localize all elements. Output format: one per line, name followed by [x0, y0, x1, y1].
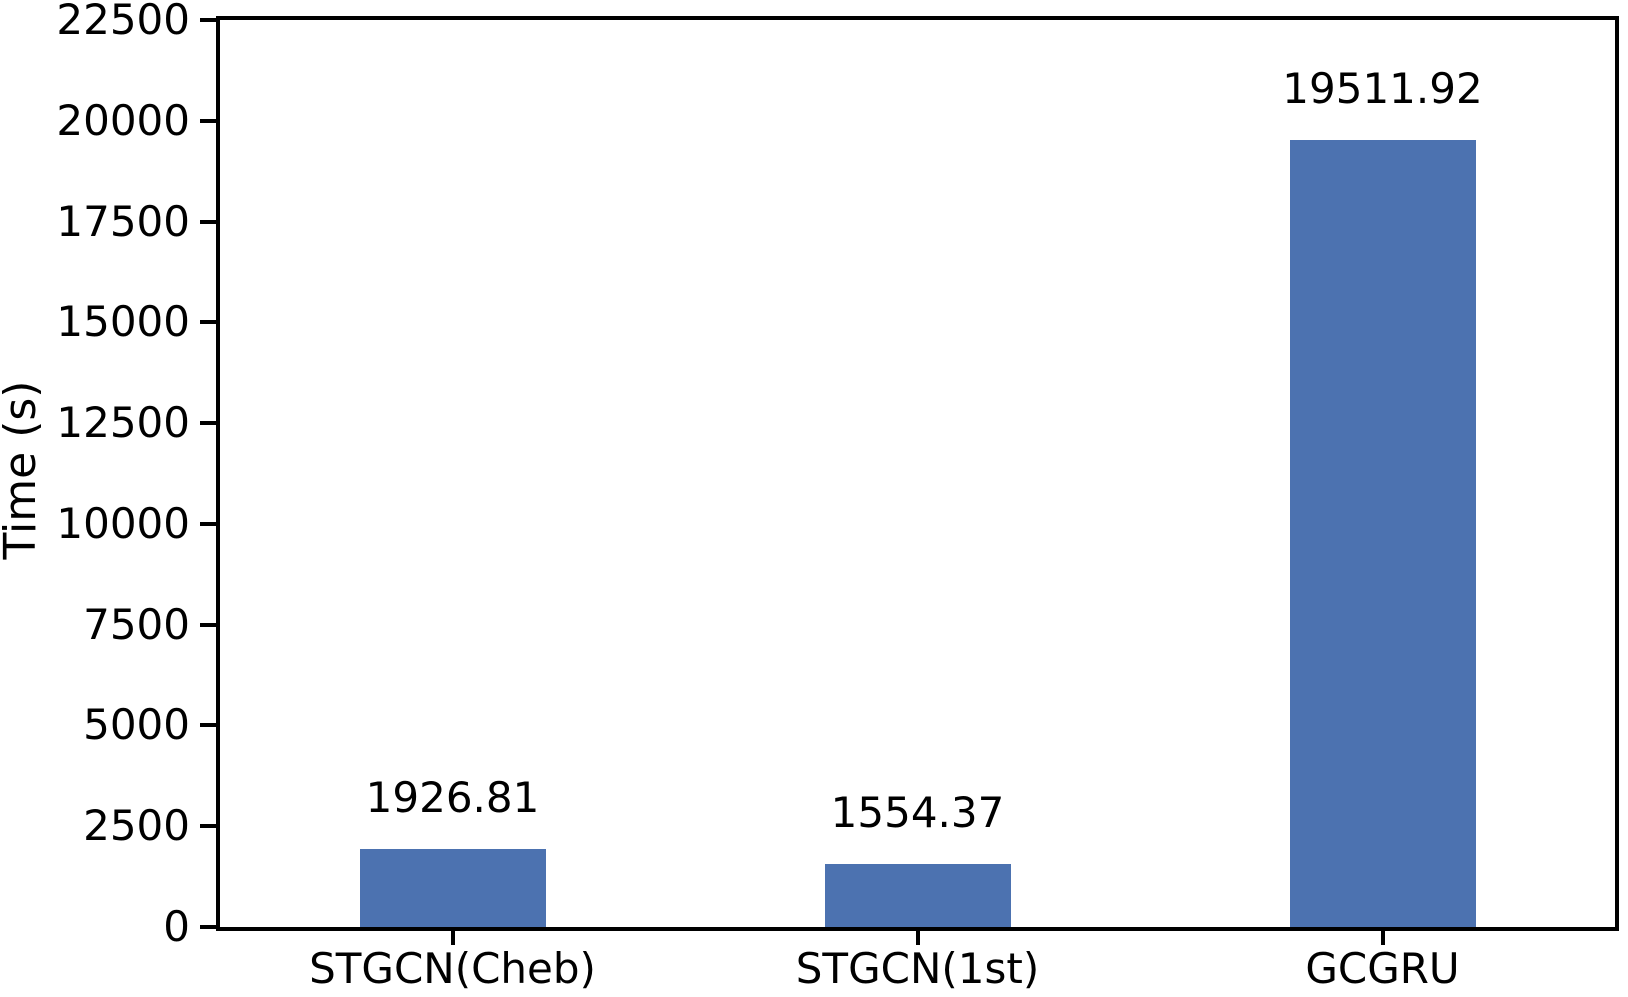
bar-stgcn-cheb — [359, 849, 546, 927]
y-tick-mark — [200, 421, 216, 426]
plot-area — [216, 16, 1619, 931]
y-tick-label: 17500 — [56, 196, 190, 246]
y-tick-mark — [200, 320, 216, 325]
y-tick-label: 15000 — [56, 297, 190, 347]
y-tick-mark — [200, 521, 216, 526]
y-tick-mark — [200, 925, 216, 929]
x-tick-label-stgcn-1st: STGCN(1st) — [795, 944, 1040, 993]
bar-value-label-stgcn-1st: 1554.37 — [830, 788, 1005, 838]
y-tick-mark — [200, 219, 216, 224]
y-tick-mark — [200, 18, 216, 22]
x-tick-mark — [450, 931, 455, 945]
y-tick-mark — [200, 723, 216, 728]
y-tick-label: 7500 — [83, 599, 190, 649]
x-tick-label-stgcn-cheb: STGCN(Cheb) — [309, 944, 596, 993]
y-tick-label: 2500 — [83, 801, 190, 851]
y-tick-label: 5000 — [83, 700, 190, 750]
x-tick-mark — [915, 931, 920, 945]
bar-gcgru — [1289, 140, 1476, 927]
y-tick-label: 22500 — [56, 0, 190, 44]
x-tick-label-gcgru: GCGRU — [1305, 944, 1460, 993]
y-tick-label: 0 — [163, 902, 190, 951]
bar-value-label-gcgru: 19511.92 — [1282, 64, 1483, 114]
y-tick-label: 12500 — [56, 398, 190, 448]
y-tick-mark — [200, 622, 216, 627]
y-tick-label: 20000 — [56, 95, 190, 145]
y-tick-mark — [200, 118, 216, 123]
x-tick-mark — [1380, 931, 1385, 945]
y-tick-mark — [200, 824, 216, 829]
bar-stgcn-1st — [824, 864, 1011, 927]
bar-value-label-stgcn-cheb: 1926.81 — [365, 773, 540, 823]
y-tick-label: 10000 — [56, 498, 190, 548]
